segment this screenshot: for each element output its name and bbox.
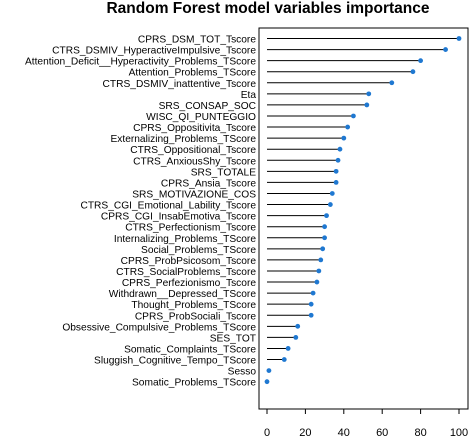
lollipop-point xyxy=(327,202,333,207)
x-tick-label: 100 xyxy=(450,427,468,439)
y-tick-label: CTRS_AnxiousShy_Tscore xyxy=(133,156,256,167)
lollipop-point xyxy=(345,124,351,130)
lollipop-point xyxy=(293,334,299,340)
y-tick-label: CTRS_Perfectionism_Tscore xyxy=(125,223,256,234)
plot-area: CPRS_DSM_TOT_TscoreCTRS_DSMIV_Hyperactiv… xyxy=(25,27,469,439)
y-tick-label: Internalizing_Problems_TScore xyxy=(114,234,256,245)
y-tick-label: Obsessive_Compulsive_Problems_TScore xyxy=(62,322,256,333)
y-tick-label: CTRS_Oppositional_Tscore xyxy=(130,145,256,156)
y-tick-label: Attention_Problems_TScore xyxy=(129,68,257,79)
y-tick-label: SRS_TOTALE xyxy=(191,167,257,178)
lollipop-point xyxy=(295,323,301,329)
lollipop-point xyxy=(333,168,339,174)
y-tick-label: CPRS_Oppositivita_Tscore xyxy=(133,123,256,134)
y-tick-label: SRS_CONSAP_SOC xyxy=(159,101,256,112)
y-tick-label: WISC_QI_PUNTEGGIO xyxy=(146,112,256,123)
y-tick-label: Externalizing_Problems_TScore xyxy=(110,134,256,145)
y-tick-label: Sesso xyxy=(228,367,257,378)
lollipop-point xyxy=(335,157,341,163)
lollipop-point xyxy=(364,102,370,108)
y-tick-label: SRS_MOTIVAZIONE_COS xyxy=(132,189,256,200)
lollipop-point xyxy=(316,268,322,274)
y-tick-label: CTRS_DSMIV_HyperactiveImpulsive_Tscore xyxy=(52,46,256,57)
lollipop-point xyxy=(456,36,462,41)
x-tick-label: 40 xyxy=(338,427,350,439)
lollipop-point xyxy=(418,58,423,64)
y-tick-label: Social_Problems_TScore xyxy=(141,245,256,256)
lollipop-point xyxy=(266,368,272,373)
lollipop-point xyxy=(341,135,347,141)
y-tick-label: CPRS_ProbSociali_Tscore xyxy=(135,311,257,322)
lollipop-point xyxy=(281,357,287,362)
lollipop-point xyxy=(337,146,343,152)
y-tick-label: CPRS_Perfezionismo_Tscore xyxy=(122,278,257,289)
y-tick-label: Attention_Deficit__Hyperactivity_Problem… xyxy=(25,57,256,68)
y-tick-label: SES_TOT xyxy=(210,333,256,344)
y-tick-label: CPRS_DSM_TOT_Tscore xyxy=(138,35,256,46)
y-tick-label: Somatic_Complaints_TScore xyxy=(124,344,256,355)
lollipop-point xyxy=(333,180,339,185)
y-tick-label: Eta xyxy=(241,90,257,101)
y-tick-label: CTRS_SocialProblems_Tscore xyxy=(116,267,256,278)
lollipop-point xyxy=(320,246,326,252)
lollipop-point xyxy=(329,191,335,196)
y-tick-label: Withdrawn__Depressed_TScore xyxy=(109,289,257,300)
x-tick-label: 80 xyxy=(414,427,426,439)
lollipop-point xyxy=(264,379,270,385)
y-tick-label: CTRS_DSMIV_inattentive_Tscore xyxy=(103,79,257,90)
lollipop-point xyxy=(285,346,291,351)
y-tick-label: CPRS_ProbPsicosom_Tscore xyxy=(121,256,257,267)
x-tick-label: 20 xyxy=(299,427,311,439)
x-tick-label: 60 xyxy=(376,427,388,439)
plot-frame xyxy=(258,27,469,410)
lollipop-point xyxy=(324,213,329,219)
y-tick-label: Thought_Problems_TScore xyxy=(131,300,256,311)
lollipop-point xyxy=(322,235,327,241)
y-tick-label: Somatic_Problems_TScore xyxy=(132,378,256,389)
lollipop-point xyxy=(314,279,320,285)
lollipop-point xyxy=(310,290,316,296)
lollipop-point xyxy=(322,224,327,230)
lollipop-point xyxy=(318,257,324,263)
lollipop-point xyxy=(351,113,356,119)
y-tick-label: Sluggish_Cognitive_Tempo_TScore xyxy=(94,356,256,367)
lollipop-point xyxy=(308,301,314,307)
lollipop-point xyxy=(410,69,416,75)
lollipop-point xyxy=(443,47,448,52)
x-tick-label: 0 xyxy=(264,427,270,439)
lollipop-point xyxy=(366,91,372,97)
y-tick-label: CPRS_Ansia_Tscore xyxy=(161,178,256,189)
y-tick-label: CPRS_CGI_InsabEmotiva_Tscore xyxy=(101,212,256,223)
lollipop-point xyxy=(308,312,314,318)
chart-title: Random Forest model variables importance xyxy=(106,0,429,17)
lollipop-point xyxy=(389,80,395,86)
y-tick-label: CTRS_CGI_Emotional_Lability_Tscore xyxy=(80,201,256,212)
